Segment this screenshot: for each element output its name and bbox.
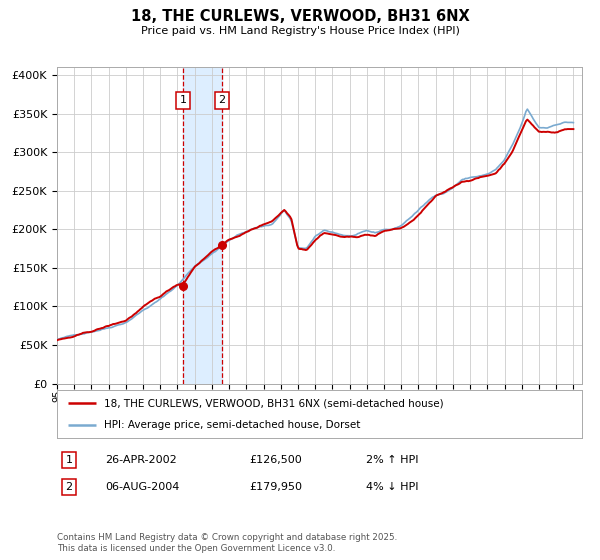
Text: HPI: Average price, semi-detached house, Dorset: HPI: Average price, semi-detached house,… (104, 420, 361, 430)
Text: Price paid vs. HM Land Registry's House Price Index (HPI): Price paid vs. HM Land Registry's House … (140, 26, 460, 36)
Text: 26-APR-2002: 26-APR-2002 (105, 455, 177, 465)
Text: £126,500: £126,500 (249, 455, 302, 465)
Text: Contains HM Land Registry data © Crown copyright and database right 2025.
This d: Contains HM Land Registry data © Crown c… (57, 533, 397, 553)
Text: 18, THE CURLEWS, VERWOOD, BH31 6NX (semi-detached house): 18, THE CURLEWS, VERWOOD, BH31 6NX (semi… (104, 398, 444, 408)
Bar (183, 67, 222, 384)
Text: 2: 2 (218, 95, 226, 105)
Text: £179,950: £179,950 (249, 482, 302, 492)
Text: 1: 1 (179, 95, 187, 105)
Text: 1: 1 (65, 455, 73, 465)
Text: 06-AUG-2004: 06-AUG-2004 (105, 482, 179, 492)
Text: 18, THE CURLEWS, VERWOOD, BH31 6NX: 18, THE CURLEWS, VERWOOD, BH31 6NX (131, 9, 469, 24)
Text: 2: 2 (65, 482, 73, 492)
Text: 2% ↑ HPI: 2% ↑ HPI (366, 455, 419, 465)
Text: 4% ↓ HPI: 4% ↓ HPI (366, 482, 419, 492)
